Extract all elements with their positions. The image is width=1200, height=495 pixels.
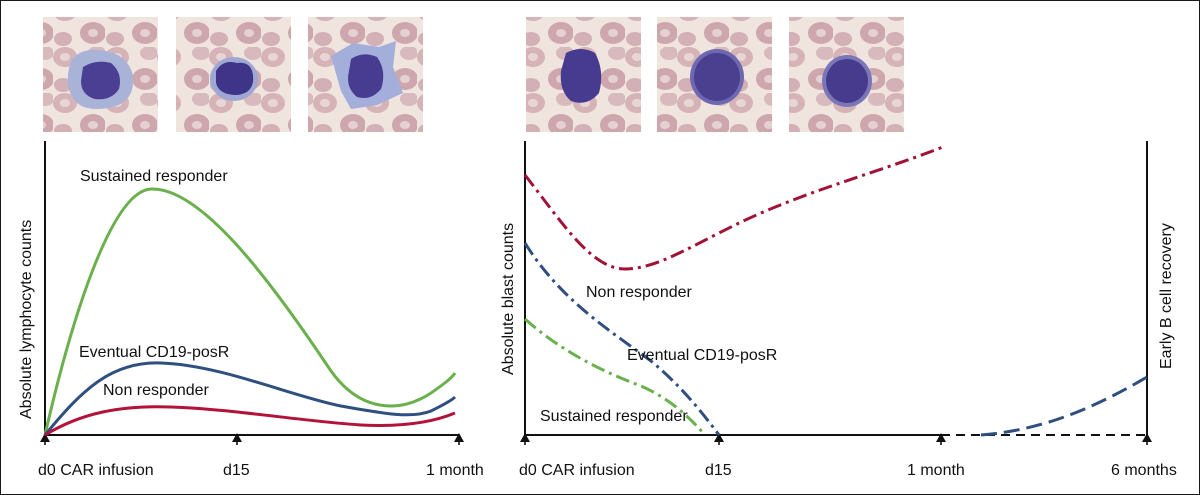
lymphocyte-micrograph xyxy=(176,17,291,132)
left-micrographs xyxy=(43,17,423,132)
label-eventual-cd19-posr: Eventual CD19-posR xyxy=(79,344,229,361)
blast-micrograph xyxy=(526,17,641,132)
right-x-tick-6-months: 6 months xyxy=(1111,462,1177,479)
left-axes xyxy=(40,141,464,445)
curve-blast-sustained-responder xyxy=(524,317,707,436)
label-blast-non-responder: Non responder xyxy=(586,284,693,301)
curve-blast-eventual-cd19-posr xyxy=(523,242,721,436)
curve-non-responder xyxy=(44,405,456,437)
blast-micrograph xyxy=(657,17,772,132)
right-micrographs xyxy=(526,17,904,132)
curve-eventual-cd19-posr xyxy=(43,361,457,436)
left-x-tick-d15: d15 xyxy=(223,462,250,479)
right-x-tick-d0: d0 CAR infusion xyxy=(519,462,635,479)
right-x-tick-1-month: 1 month xyxy=(907,462,965,479)
right-y-axis-label: Absolute blast counts xyxy=(500,223,517,375)
lymphocyte-micrograph xyxy=(43,17,158,132)
curve-b-cell-recovery xyxy=(980,375,1148,437)
right-axes xyxy=(520,141,1152,445)
label-non-responder: Non responder xyxy=(103,382,210,399)
curve-blast-non-responder xyxy=(523,145,944,271)
left-x-tick-1-month: 1 month xyxy=(426,462,484,479)
left-x-tick-d0: d0 CAR infusion xyxy=(38,462,154,479)
curve-sustained-responder xyxy=(43,187,457,436)
right-axis-label-b-cell-recovery: Early B cell recovery xyxy=(1158,223,1175,369)
label-sustained-responder: Sustained responder xyxy=(80,168,228,185)
blast-micrograph xyxy=(789,17,904,132)
lymphocyte-micrograph xyxy=(308,17,423,132)
right-x-tick-d15: d15 xyxy=(705,462,732,479)
left-y-axis-label: Absolute lymphocyte counts xyxy=(18,220,35,419)
label-blast-sustained-responder: Sustained responder xyxy=(540,408,688,425)
label-blast-eventual-cd19-posr: Eventual CD19-posR xyxy=(627,347,777,364)
